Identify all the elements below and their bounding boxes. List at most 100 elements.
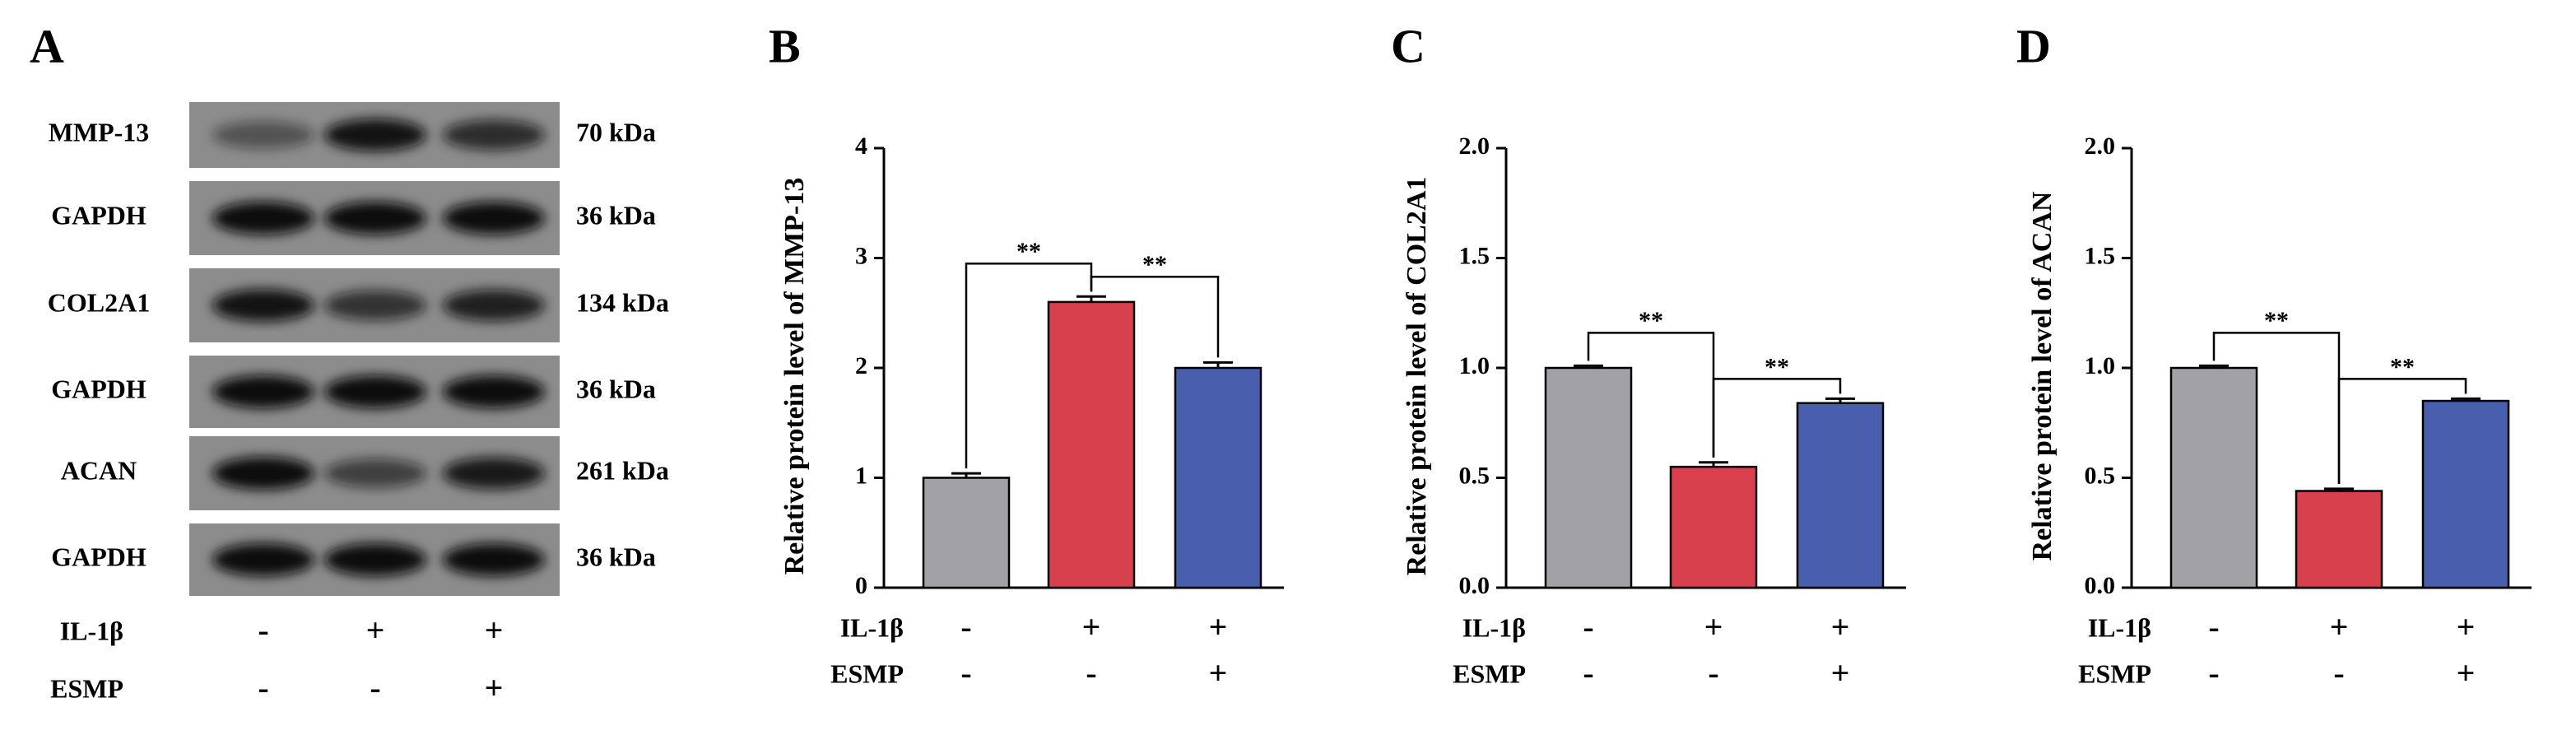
protein-label: COL2A1 [48,287,150,317]
size-label: 36 kDa [576,542,656,571]
y-tick-label: 0.5 [2085,462,2116,489]
condition-label: IL-1β [840,612,904,642]
condition-sign: - [1708,654,1718,691]
panel-label: C [1391,19,1425,72]
condition-sign: - [1583,608,1593,645]
panel-label: B [769,19,801,72]
bar [922,477,1011,589]
blot-band [443,289,545,322]
bar [2295,490,2383,589]
condition-label: ESMP [50,673,123,703]
bar [2421,399,2510,589]
y-axis-label: Relative protein level of MMP-13 [779,178,810,575]
blot-band [443,375,545,408]
significance-label: ** [1639,307,1663,334]
y-tick-label: 0.0 [2085,572,2116,599]
condition-sign: + [2457,654,2476,691]
blot-band [324,290,426,321]
bar [1544,366,1633,589]
y-tick-label: 1 [855,462,867,489]
condition-sign: + [485,669,504,706]
protein-label: ACAN [61,455,137,485]
condition-sign: + [2330,608,2349,645]
blot-band [443,202,545,235]
condition-sign: - [1583,654,1593,691]
protein-label: MMP-13 [49,117,150,147]
condition-label: ESMP [1453,658,1526,688]
blot-band [212,457,314,490]
blot-band [443,457,545,490]
y-axis-label: Relative protein level of ACAN [2027,191,2058,561]
panel-label: D [2016,19,2051,72]
y-tick-label: 0.5 [1459,462,1490,489]
condition-sign: - [960,654,971,691]
size-label: 36 kDa [576,374,656,403]
size-label: 134 kDa [576,287,669,317]
protein-label: GAPDH [51,542,146,571]
condition-label: ESMP [2078,658,2151,688]
condition-sign: - [2333,654,2344,691]
condition-label: ESMP [830,658,904,688]
condition-sign: - [2208,654,2219,691]
y-tick-label: 2 [855,352,867,379]
blot-band [212,375,314,408]
condition-sign: + [1209,654,1228,691]
blot-band [212,289,314,322]
blot-band [324,375,426,408]
significance-label: ** [2390,353,2415,380]
size-label: 36 kDa [576,200,656,230]
condition-sign: + [1082,608,1101,645]
condition-label: IL-1β [60,616,123,645]
condition-sign: - [258,612,268,649]
condition-sign: + [366,612,385,649]
significance-bracket [2337,378,2467,484]
condition-sign: + [1831,608,1850,645]
condition-sign: - [370,669,380,706]
y-tick-label: 4 [855,133,867,160]
bar [2169,366,2258,589]
condition-label: IL-1β [2088,612,2151,642]
condition-sign: + [1209,608,1228,645]
significance-bracket [1712,378,1842,458]
significance-label: ** [2264,307,2289,334]
significance-label: ** [1016,238,1041,265]
bar [1047,300,1136,589]
condition-sign: - [960,608,971,645]
y-tick-label: 0.0 [1459,572,1490,599]
y-tick-label: 3 [855,242,867,269]
condition-sign: - [2208,608,2219,645]
condition-sign: - [258,669,268,706]
y-axis-label: Relative protein level of COL2A1 [1402,177,1432,576]
condition-sign: + [1704,608,1723,645]
blot-band [324,458,426,488]
y-tick-label: 2.0 [2085,133,2116,160]
condition-sign: - [1086,654,1096,691]
bar [1174,366,1262,589]
blot-band [324,202,426,235]
blot-band [324,119,426,151]
significance-label: ** [1142,251,1167,278]
y-tick-label: 1.0 [2085,352,2116,379]
y-tick-label: 1.5 [2085,242,2116,269]
significance-label: ** [1765,353,1789,380]
y-tick-label: 2.0 [1459,133,1490,160]
condition-label: IL-1β [1462,612,1526,642]
size-label: 70 kDa [576,117,656,147]
significance-bracket [1090,275,1220,358]
condition-sign: + [1831,654,1850,691]
condition-sign: + [485,612,504,649]
protein-label: GAPDH [51,200,146,230]
y-tick-label: 0 [855,572,867,599]
blot-band [443,543,545,576]
blot-band [212,202,314,235]
y-tick-label: 1.0 [1459,352,1490,379]
condition-sign: + [2457,608,2476,645]
protein-label: GAPDH [51,374,146,403]
blot-band [324,543,426,576]
y-tick-label: 1.5 [1459,242,1490,269]
blot-band [212,121,314,149]
size-label: 261 kDa [576,455,669,485]
blot-band [212,543,314,576]
bar [1796,402,1885,589]
